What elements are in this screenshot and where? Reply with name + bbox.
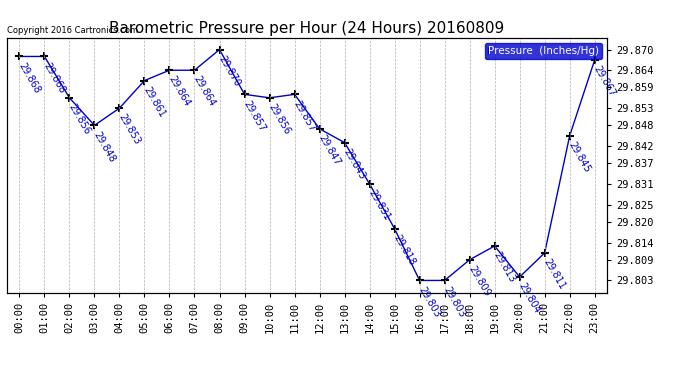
Text: 29.845: 29.845 bbox=[566, 140, 592, 174]
Text: 29.857: 29.857 bbox=[291, 99, 317, 133]
Text: 29.853: 29.853 bbox=[117, 112, 142, 147]
Text: 29.861: 29.861 bbox=[141, 85, 167, 119]
Text: 29.803: 29.803 bbox=[442, 285, 467, 319]
Text: 29.868: 29.868 bbox=[17, 61, 42, 95]
Text: 29.813: 29.813 bbox=[491, 250, 517, 284]
Text: 29.864: 29.864 bbox=[166, 74, 192, 109]
Text: 29.804: 29.804 bbox=[517, 281, 542, 315]
Text: 29.848: 29.848 bbox=[91, 129, 117, 164]
Text: 29.818: 29.818 bbox=[391, 233, 417, 267]
Title: Barometric Pressure per Hour (24 Hours) 20160809: Barometric Pressure per Hour (24 Hours) … bbox=[110, 21, 504, 36]
Text: 29.809: 29.809 bbox=[466, 264, 492, 298]
Text: 29.857: 29.857 bbox=[241, 99, 267, 133]
Text: 29.856: 29.856 bbox=[266, 102, 292, 136]
Text: 29.803: 29.803 bbox=[417, 285, 442, 319]
Text: Copyright 2016 Cartronics.com: Copyright 2016 Cartronics.com bbox=[7, 26, 138, 35]
Text: 29.868: 29.868 bbox=[41, 61, 67, 95]
Text: 29.856: 29.856 bbox=[66, 102, 92, 136]
Text: 29.831: 29.831 bbox=[366, 188, 392, 222]
Text: 29.847: 29.847 bbox=[317, 133, 342, 167]
Text: 29.811: 29.811 bbox=[542, 257, 567, 291]
Text: 29.843: 29.843 bbox=[342, 147, 367, 181]
Text: 29.867: 29.867 bbox=[591, 64, 617, 98]
Legend: Pressure  (Inches/Hg): Pressure (Inches/Hg) bbox=[485, 43, 602, 59]
Text: 29.870: 29.870 bbox=[217, 54, 242, 88]
Text: 29.864: 29.864 bbox=[191, 74, 217, 109]
